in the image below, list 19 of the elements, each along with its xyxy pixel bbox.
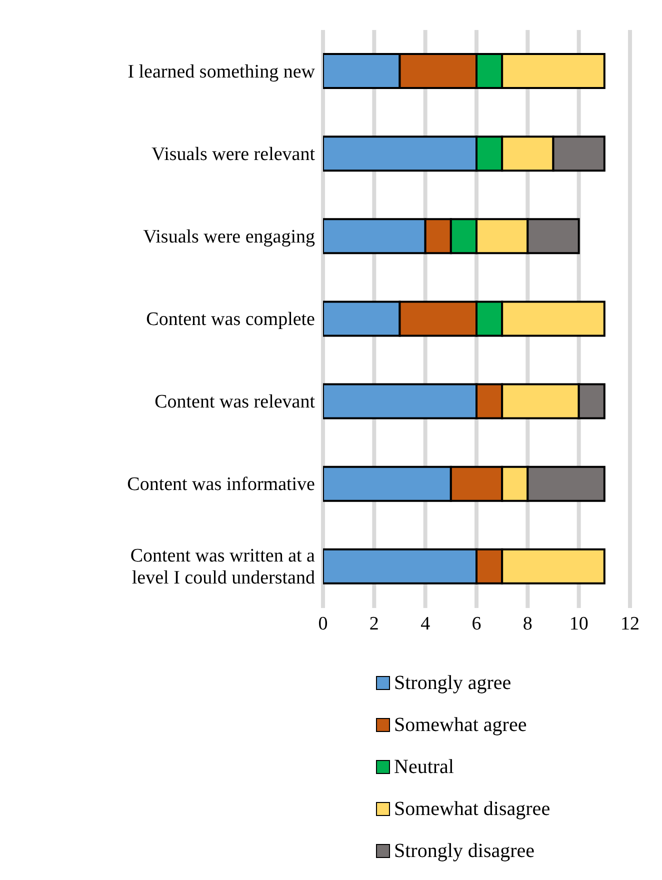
x-tick-label: 8 [522,613,532,634]
y-tick-label: Content was relevant [154,391,316,412]
legend-label: Somewhat agree [394,714,527,736]
y-tick-label: Content was complete [146,308,315,330]
legend-label: Strongly disagree [394,840,535,862]
y-tick-label: Content was written at a level I could understand [130,545,316,588]
x-tick-label: 10 [569,613,588,634]
y-tick-label: Visuals were engaging [143,226,316,247]
y-tick-label: I learned something new [128,60,316,82]
x-tick-label: 6 [472,613,482,634]
x-tick-label: 2 [369,613,379,634]
y-tick-label: Content was informative [127,474,315,495]
legend-label: Somewhat disagree [394,798,550,820]
x-tick-label: 4 [420,613,431,634]
x-tick-label: 12 [620,613,640,634]
legend-label: Neutral [394,756,454,778]
x-tick-label: 0 [318,613,328,634]
legend-label: Strongly agree [394,672,512,694]
y-tick-label: Visuals were relevant [152,143,316,164]
